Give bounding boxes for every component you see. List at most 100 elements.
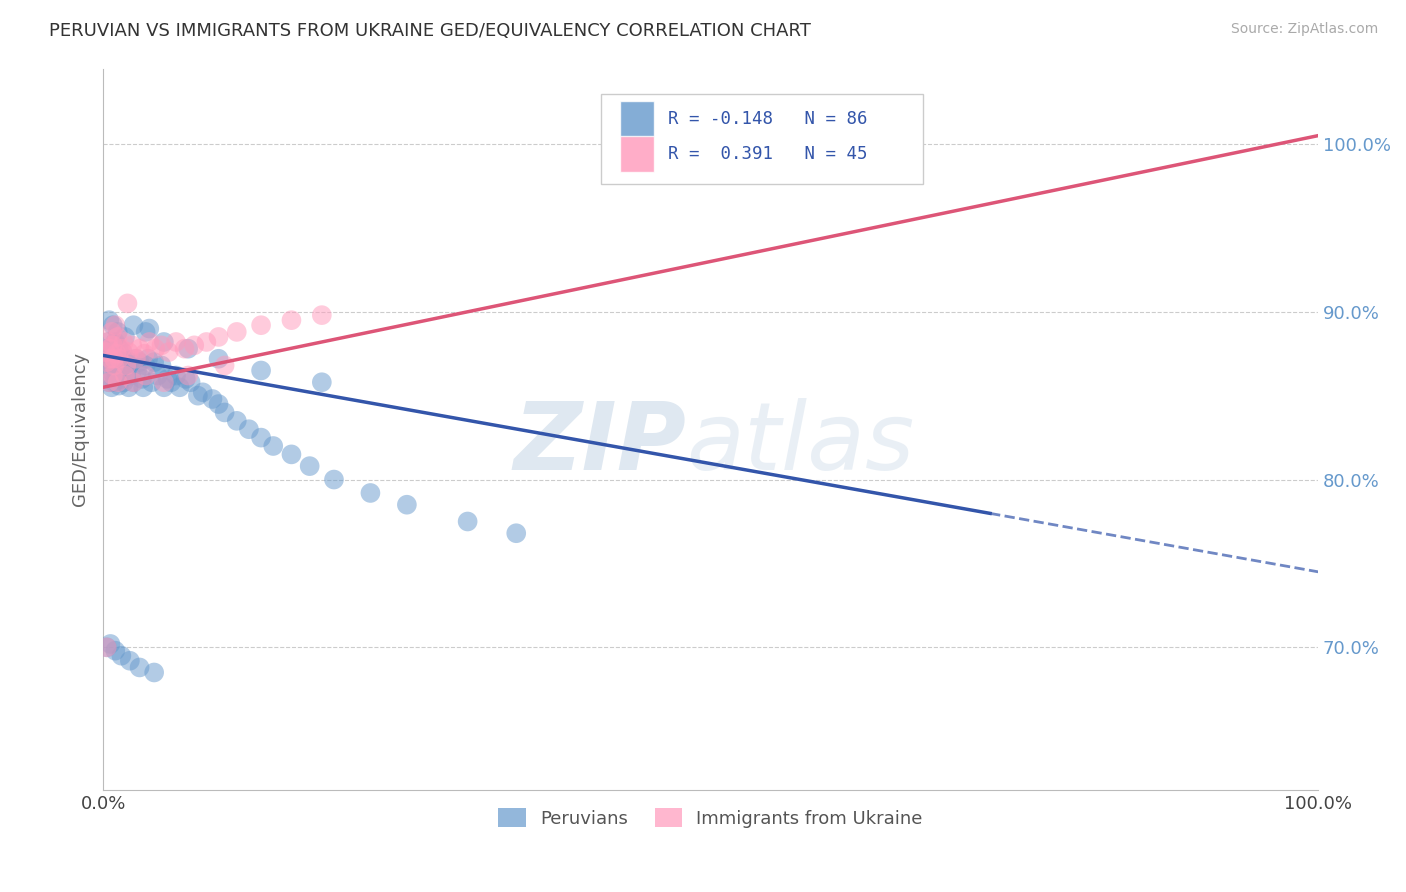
Point [100,637,122,651]
Point [127,363,149,377]
Point [280,313,302,327]
Point [160,376,183,390]
Point [104,318,127,333]
Y-axis label: GED/Equivalency: GED/Equivalency [72,352,89,507]
Point [131,372,153,386]
Point [207,330,229,344]
Point [100,351,122,366]
Point [135,325,157,339]
Point [96,640,118,655]
Point [157,345,180,359]
Point [323,473,346,487]
Point [250,363,273,377]
Point [120,368,142,383]
Point [150,338,173,352]
Point [98,376,121,390]
Point [94,348,117,362]
Point [173,342,195,356]
Point [135,368,157,383]
Point [98,342,121,356]
FancyBboxPatch shape [602,94,924,184]
Point [105,355,128,369]
Point [132,380,155,394]
Point [107,376,129,390]
Point [207,397,229,411]
Point [110,372,132,386]
Point [125,351,148,366]
Point [174,372,197,386]
Point [107,347,129,361]
Point [207,351,229,366]
Point [195,334,218,349]
Point [143,665,166,680]
Point [225,325,247,339]
Point [111,345,134,359]
Point [108,351,131,366]
Point [153,376,176,390]
Point [117,345,139,359]
Point [262,439,284,453]
Point [118,654,141,668]
Point [115,359,138,373]
Text: PERUVIAN VS IMMIGRANTS FROM UKRAINE GED/EQUIVALENCY CORRELATION CHART: PERUVIAN VS IMMIGRANTS FROM UKRAINE GED/… [49,22,811,40]
Point [104,643,127,657]
Point [100,363,122,377]
Point [122,376,145,390]
Point [97,334,120,349]
Point [103,359,125,373]
Point [169,380,191,394]
Point [311,376,333,390]
Text: R = -0.148   N = 86: R = -0.148 N = 86 [668,110,868,128]
Point [104,334,127,349]
Point [134,347,156,361]
Point [101,338,124,352]
Point [105,338,128,352]
Point [98,313,121,327]
Point [107,325,129,339]
Point [94,345,117,359]
Point [201,392,224,406]
Point [359,486,381,500]
Legend: Peruvians, Immigrants from Ukraine: Peruvians, Immigrants from Ukraine [491,801,929,835]
Point [104,363,127,377]
Point [177,342,200,356]
Point [505,526,527,541]
Text: R =  0.391   N = 45: R = 0.391 N = 45 [668,145,868,162]
Point [128,660,150,674]
Point [101,318,124,333]
Point [100,355,122,369]
Point [165,334,187,349]
Point [183,338,205,352]
Text: atlas: atlas [686,398,914,489]
Point [136,351,159,366]
Point [105,347,128,361]
Point [108,378,131,392]
Point [156,372,179,386]
Point [280,447,302,461]
Point [100,351,122,366]
Text: Source: ZipAtlas.com: Source: ZipAtlas.com [1230,22,1378,37]
Point [115,363,138,377]
Point [135,359,157,373]
Point [101,368,124,383]
Point [395,498,418,512]
Point [153,334,176,349]
Point [117,296,139,310]
Text: ZIP: ZIP [513,398,686,490]
Point [114,368,136,383]
Point [141,376,163,390]
Point [110,648,132,663]
Point [122,376,145,390]
Point [138,321,160,335]
Point [150,359,173,373]
Point [100,325,122,339]
Point [112,334,135,349]
Point [107,330,129,344]
Point [250,318,273,333]
Point [108,351,131,366]
Point [250,431,273,445]
Point [122,318,145,333]
Point [114,351,136,366]
Point [214,405,236,419]
Point [103,376,125,390]
